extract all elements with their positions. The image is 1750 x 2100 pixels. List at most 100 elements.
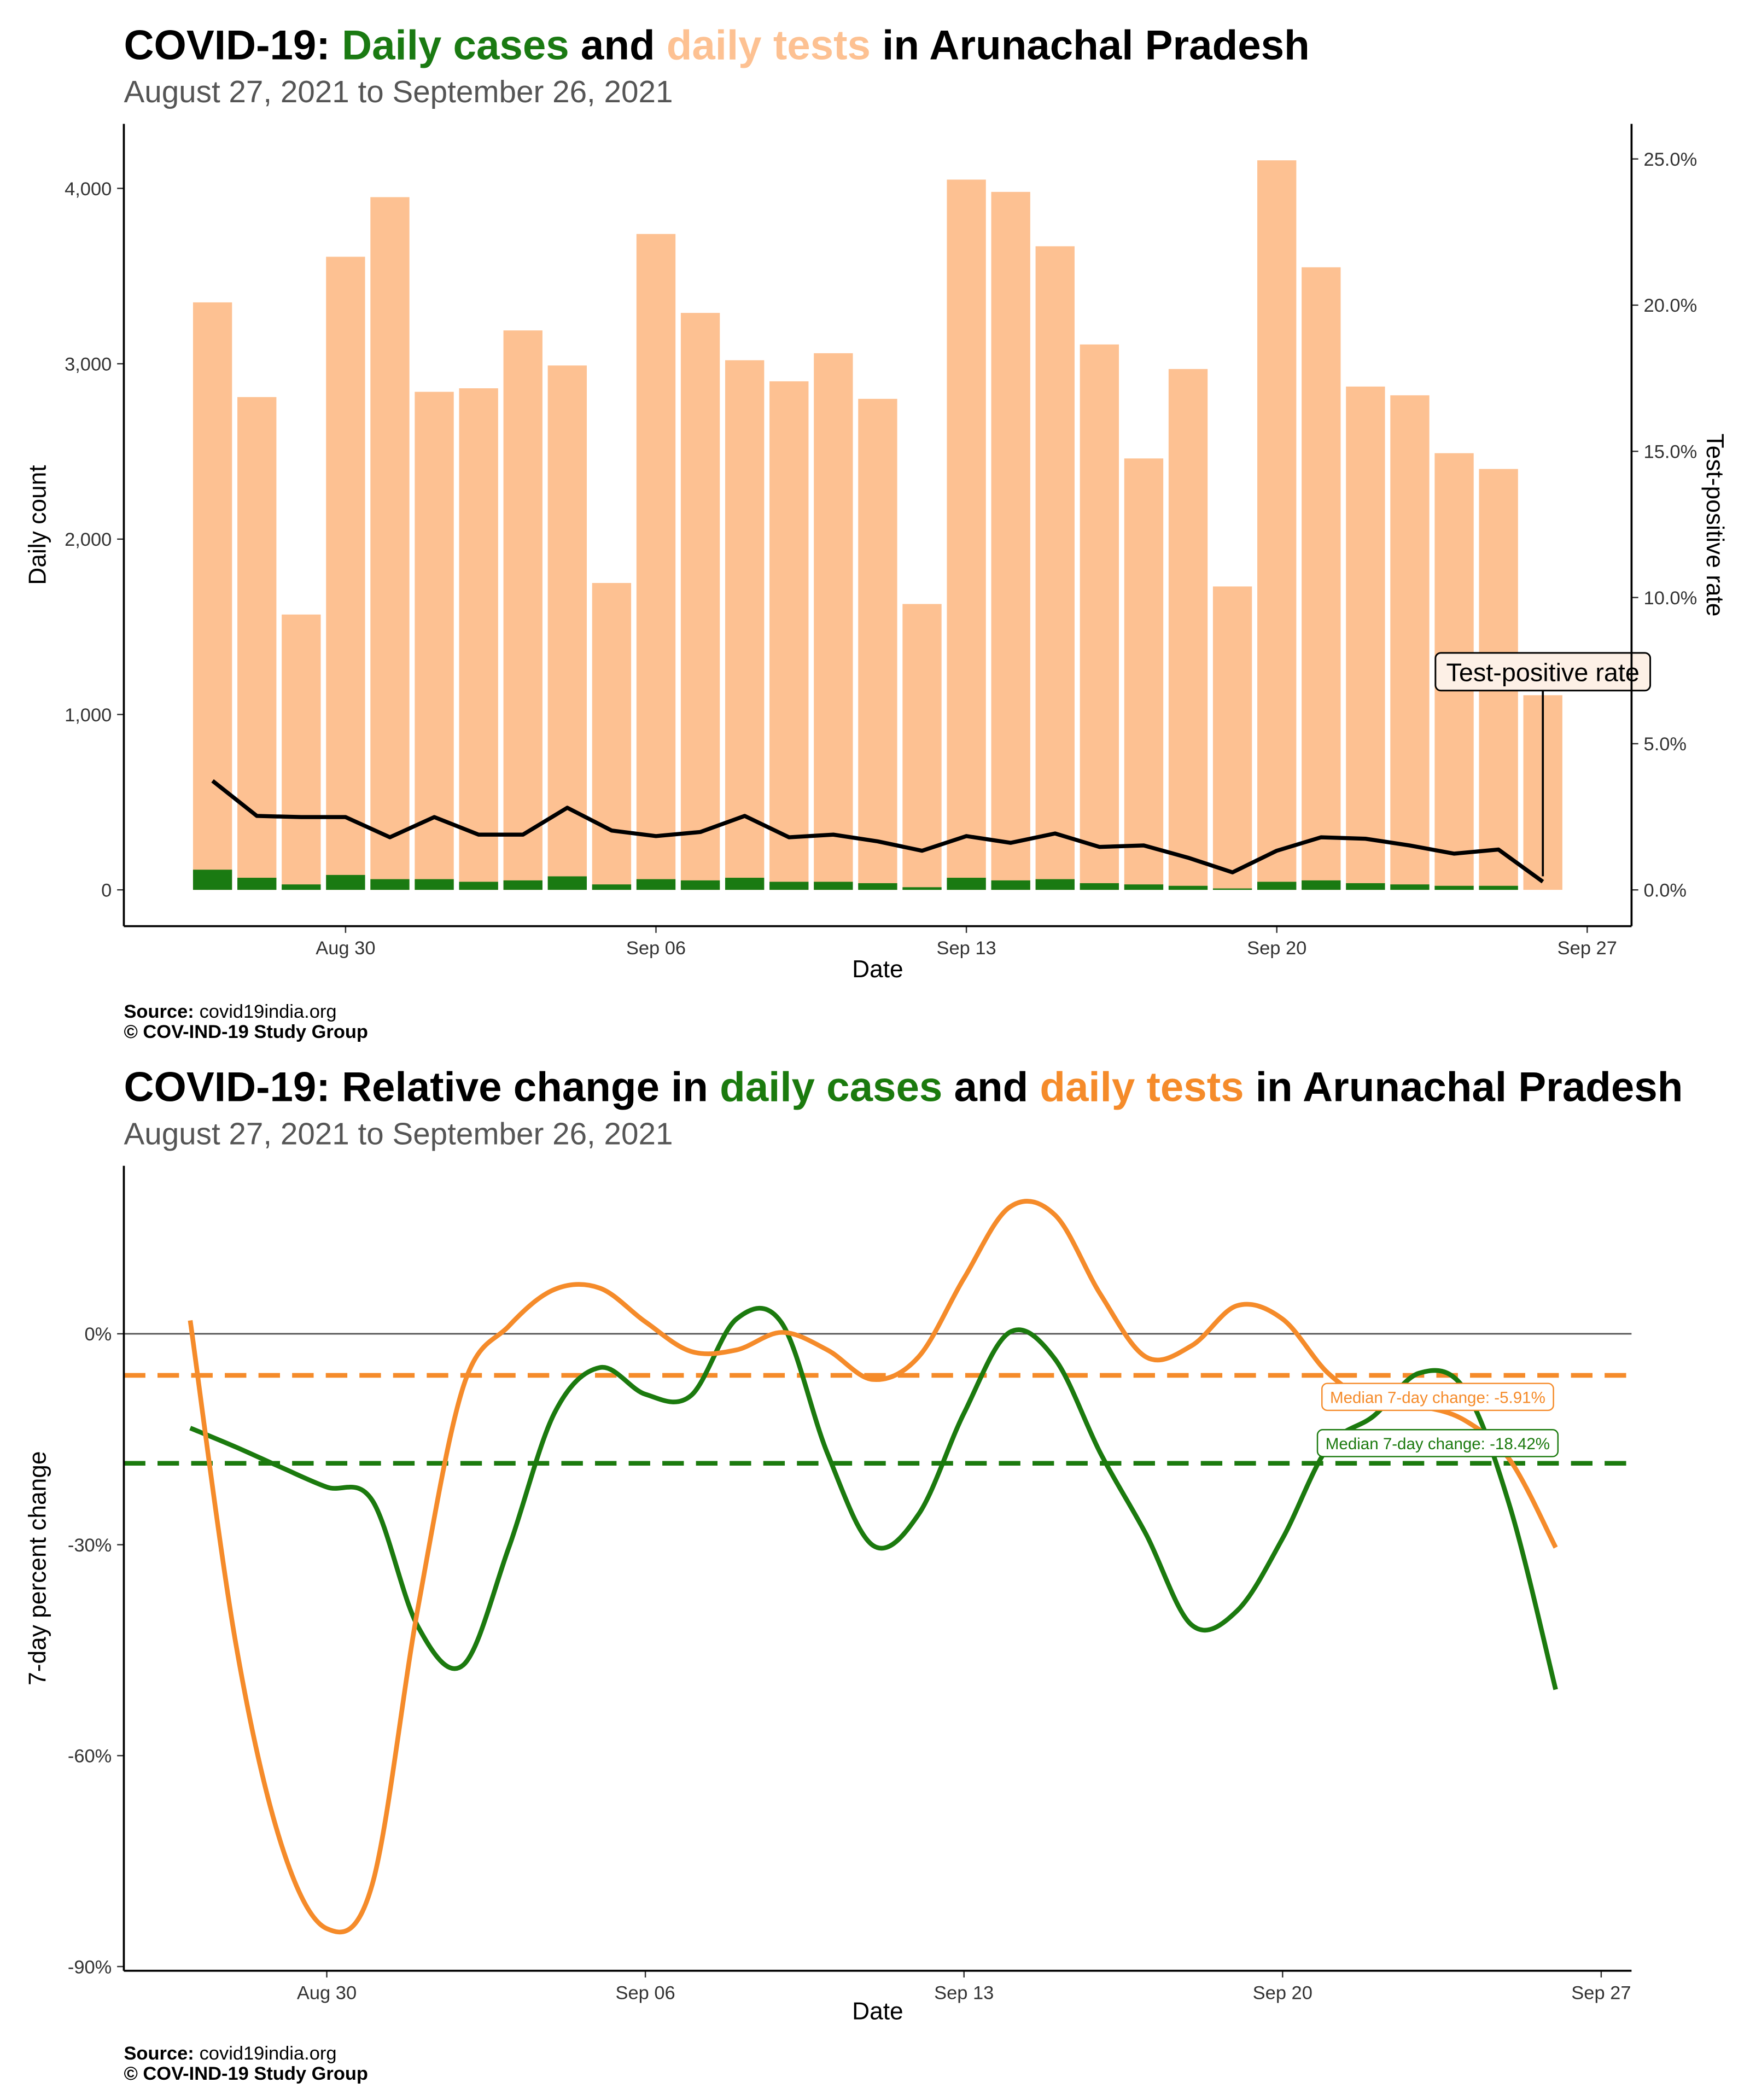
- bar: [1124, 458, 1164, 890]
- bar: [192, 870, 232, 890]
- y-tick-label: 0%: [85, 1324, 112, 1345]
- bar: [1257, 882, 1297, 890]
- bar: [991, 191, 1030, 890]
- source-value: covid19india.org: [200, 2043, 337, 2064]
- x-axis-label: Date: [852, 956, 903, 983]
- x-tick-label: Sep 13: [934, 1982, 994, 2003]
- bar: [1035, 246, 1075, 890]
- bar: [858, 883, 897, 890]
- bar: [282, 884, 321, 890]
- bar: [459, 388, 498, 890]
- y-axis-label: 7-day percent change: [25, 1451, 51, 1685]
- bar: [1257, 160, 1297, 890]
- title-part: daily tests: [1040, 1064, 1244, 1111]
- bar: [636, 879, 676, 890]
- title-part: in Arunachal Pradesh: [871, 22, 1310, 68]
- bar: [547, 876, 587, 890]
- bar: [370, 197, 410, 890]
- y2-tick-label: 0.0%: [1644, 880, 1687, 901]
- bar: [1434, 885, 1474, 890]
- title-part: daily tests: [667, 22, 871, 68]
- bar: [769, 381, 809, 890]
- y2-axis-label: Test-positive rate: [1701, 434, 1728, 617]
- bar: [1212, 888, 1252, 890]
- bar: [1390, 884, 1430, 890]
- bar: [592, 884, 632, 890]
- y-tick-label: -90%: [68, 1957, 112, 1978]
- median-label: Median 7-day change: -5.91%: [1330, 1389, 1545, 1407]
- bar: [902, 887, 942, 890]
- y2-tick-label: 15.0%: [1644, 442, 1698, 463]
- subtitle: August 27, 2021 to September 26, 2021: [124, 74, 673, 109]
- bar: [592, 582, 632, 890]
- bar: [1346, 386, 1385, 890]
- x-tick-label: Aug 30: [297, 1982, 357, 2003]
- bar: [947, 878, 986, 890]
- bar: [415, 392, 454, 890]
- y-tick-label: 0: [101, 880, 112, 901]
- chart-title: COVID-19: Daily cases and daily tests in…: [124, 22, 1309, 68]
- median-label: Median 7-day change: -18.42%: [1326, 1435, 1550, 1453]
- bar: [902, 604, 942, 890]
- bar: [1080, 344, 1119, 890]
- bar: [1168, 885, 1208, 890]
- x-tick-label: Sep 13: [936, 938, 996, 959]
- title-part: and: [942, 1064, 1040, 1111]
- bar: [459, 882, 498, 890]
- bar: [282, 614, 321, 890]
- x-axis-label: Date: [852, 1998, 903, 2025]
- title-part: and: [569, 22, 667, 68]
- annotation-text: Test-positive rate: [1446, 658, 1640, 687]
- median-box: [1321, 1382, 1554, 1411]
- bar: [1390, 395, 1430, 890]
- y-tick-label: 1,000: [65, 705, 112, 726]
- bar: [415, 879, 454, 890]
- bar: [237, 878, 277, 890]
- source: Source: covid19india.org: [124, 1001, 336, 1022]
- credit: © COV-IND-19 Study Group: [124, 2063, 368, 2084]
- y-tick-label: 3,000: [65, 354, 112, 375]
- y-tick-label: -60%: [68, 1746, 112, 1767]
- subtitle: August 27, 2021 to September 26, 2021: [124, 1116, 673, 1151]
- y-axis-label: Daily count: [25, 465, 51, 585]
- bar: [1168, 369, 1208, 890]
- y2-tick-label: 10.0%: [1644, 588, 1698, 609]
- bar: [680, 313, 720, 890]
- title-part: COVID-19:: [124, 22, 342, 68]
- source-value: covid19india.org: [200, 1001, 337, 1022]
- bar: [991, 880, 1030, 890]
- bar: [725, 878, 765, 890]
- title-part: COVID-19: Relative change in: [124, 1064, 720, 1111]
- bar: [1080, 883, 1119, 890]
- x-tick-label: Aug 30: [316, 938, 375, 959]
- x-tick-label: Sep 20: [1253, 1982, 1312, 2003]
- annotation-box: [1434, 652, 1652, 692]
- bar: [1035, 879, 1075, 890]
- title-part: in Arunachal Pradesh: [1244, 1064, 1683, 1111]
- x-tick-label: Sep 27: [1558, 938, 1617, 959]
- y-tick-label: -30%: [68, 1535, 112, 1556]
- bar: [1124, 884, 1164, 890]
- line: [211, 779, 1544, 884]
- bar: [1212, 586, 1252, 890]
- y-tick-label: 4,000: [65, 179, 112, 200]
- bar: [370, 879, 410, 890]
- bar: [1479, 885, 1518, 890]
- x-tick-label: Sep 06: [616, 1982, 675, 2003]
- bar: [503, 330, 542, 890]
- chart-title: COVID-19: Relative change in daily cases…: [124, 1064, 1683, 1111]
- source-label: Source:: [124, 1001, 194, 1022]
- y2-tick-label: 20.0%: [1644, 295, 1698, 316]
- bar: [547, 365, 587, 890]
- y2-tick-label: 25.0%: [1644, 149, 1698, 170]
- bar: [503, 880, 542, 890]
- bar: [947, 179, 986, 890]
- bar: [326, 874, 365, 890]
- y-tick-label: 2,000: [65, 529, 112, 550]
- title-part: Daily cases: [342, 22, 569, 68]
- median-box: [1316, 1428, 1559, 1457]
- bar: [858, 399, 897, 890]
- x-tick-label: Sep 27: [1571, 1982, 1631, 2003]
